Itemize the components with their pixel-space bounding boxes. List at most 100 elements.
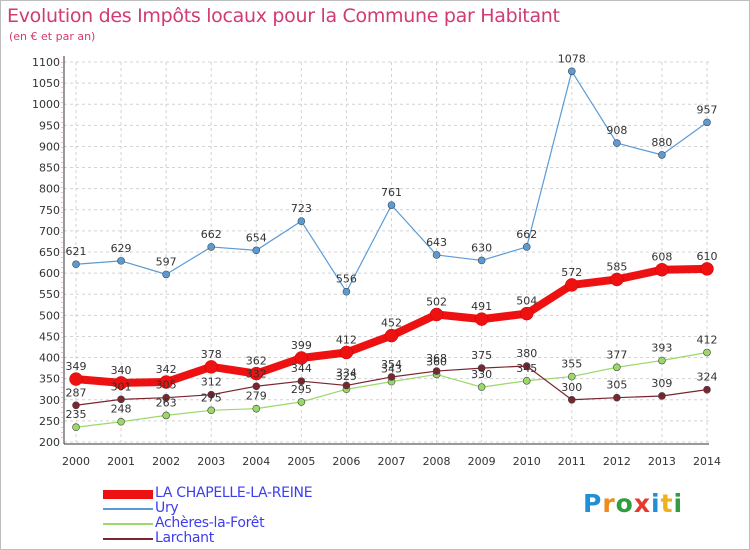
- data-label: 723: [291, 202, 312, 215]
- x-tick-label: 2010: [513, 455, 541, 468]
- y-tick-label: 800: [39, 183, 60, 196]
- data-label: 412: [697, 333, 718, 346]
- data-point: [117, 395, 125, 404]
- data-label: 761: [381, 186, 402, 199]
- legend-item: Achères-la-Forêt: [103, 515, 423, 532]
- data-label: 279: [246, 390, 267, 403]
- data-point: [658, 151, 666, 159]
- data-point: [162, 270, 170, 279]
- data-point: [522, 243, 531, 251]
- data-label: 585: [606, 260, 627, 273]
- data-label: 334: [336, 366, 357, 379]
- x-tick-label: 2003: [197, 455, 225, 468]
- data-label: 880: [651, 136, 672, 149]
- data-point: [567, 372, 576, 381]
- data-point: [522, 376, 531, 385]
- x-tick-label: 2002: [152, 455, 180, 468]
- data-point: [387, 373, 396, 381]
- data-label: 399: [291, 339, 312, 352]
- data-point: [207, 390, 216, 399]
- data-point: [207, 406, 216, 415]
- data-point: [477, 364, 486, 372]
- legend-item: Larchant: [103, 530, 423, 547]
- y-tick-label: 500: [39, 309, 60, 322]
- data-label: 375: [471, 349, 492, 362]
- data-point: [297, 398, 306, 406]
- data-point: [342, 381, 351, 390]
- legend-item: LA CHAPELLE-LA-REINE: [103, 485, 423, 502]
- x-tick-label: 2006: [332, 455, 360, 468]
- data-point: [432, 367, 441, 375]
- data-label: 957: [697, 103, 718, 116]
- data-label: 295: [291, 383, 312, 396]
- y-tick-label: 1100: [32, 56, 60, 69]
- data-point: [432, 251, 441, 259]
- legend-swatch: [103, 523, 153, 525]
- data-point: [117, 257, 125, 265]
- data-label: 287: [66, 386, 87, 399]
- chart-title: Evolution des Impôts locaux pour la Comm…: [7, 5, 560, 27]
- data-label: 621: [66, 245, 87, 258]
- y-tick-label: 350: [39, 373, 60, 386]
- data-point: [703, 118, 711, 127]
- data-label: 502: [426, 295, 447, 308]
- x-tick-label: 2009: [468, 455, 496, 468]
- x-tick-label: 2011: [558, 455, 586, 468]
- data-point: [207, 243, 216, 251]
- data-point: [339, 345, 354, 360]
- data-point: [249, 366, 264, 381]
- legend-swatch: [103, 508, 153, 510]
- data-label: 300: [561, 381, 582, 394]
- data-label: 309: [651, 377, 672, 390]
- data-label: 504: [516, 295, 537, 308]
- data-point: [658, 356, 666, 365]
- data-label: 305: [156, 379, 177, 392]
- data-label: 354: [381, 358, 402, 371]
- legend-swatch: [103, 489, 153, 499]
- data-label: 312: [201, 376, 222, 389]
- x-tick-label: 2000: [62, 455, 90, 468]
- y-tick-label: 700: [39, 225, 60, 238]
- y-tick-label: 850: [39, 162, 60, 175]
- data-label: 263: [156, 396, 177, 409]
- data-point: [252, 404, 261, 413]
- legend-item: Ury: [103, 500, 423, 517]
- data-point: [565, 278, 579, 292]
- data-point: [69, 372, 83, 386]
- brand-letter: i: [673, 489, 684, 518]
- data-label: 360: [426, 355, 447, 368]
- data-point: [477, 256, 486, 265]
- data-point: [297, 217, 306, 225]
- data-label: 324: [697, 371, 718, 384]
- data-label: 378: [201, 348, 222, 361]
- data-point: [117, 417, 125, 426]
- data-point: [429, 307, 444, 322]
- x-tick-label: 2013: [648, 455, 676, 468]
- data-point: [613, 393, 621, 402]
- data-label: 452: [381, 317, 402, 330]
- brand-letter: P: [583, 489, 603, 518]
- y-tick-label: 400: [39, 352, 60, 365]
- data-point: [700, 262, 714, 276]
- data-point: [384, 328, 399, 343]
- data-point: [252, 382, 261, 391]
- brand-letter: i: [651, 489, 661, 518]
- data-label: 908: [606, 124, 627, 137]
- data-label: 643: [426, 236, 447, 249]
- y-tick-label: 1050: [32, 77, 60, 90]
- data-label: 393: [651, 342, 672, 355]
- data-point: [252, 246, 261, 255]
- legend-swatch: [103, 538, 153, 540]
- y-tick-label: 1000: [32, 98, 60, 111]
- brand-letter: o: [615, 489, 634, 518]
- data-label: 491: [471, 300, 492, 313]
- legend-label: Achères-la-Forêt: [155, 515, 265, 531]
- y-tick-label: 300: [39, 394, 60, 407]
- data-label: 235: [66, 408, 87, 421]
- data-point: [162, 393, 170, 402]
- data-label: 275: [201, 391, 222, 404]
- x-tick-label: 2008: [423, 455, 451, 468]
- data-label: 368: [426, 352, 447, 365]
- y-tick-label: 200: [39, 436, 60, 449]
